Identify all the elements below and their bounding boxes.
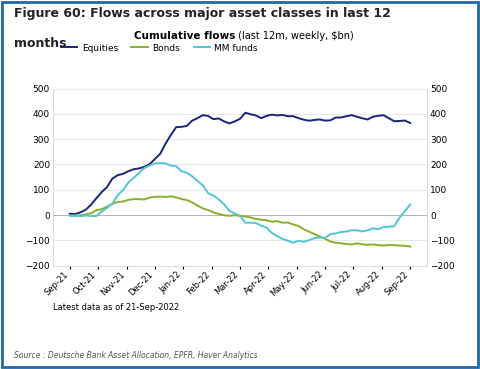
Text: Source : Deutsche Bank Asset Allocation, EPFR, Haver Analytics: Source : Deutsche Bank Asset Allocation,… [14, 351, 258, 360]
Text: months: months [14, 37, 67, 50]
Text: (last 12m, weekly, $bn): (last 12m, weekly, $bn) [235, 31, 354, 41]
Text: Cumulative flows: Cumulative flows [134, 31, 235, 41]
Legend: Equities, Bonds, MM funds: Equities, Bonds, MM funds [57, 40, 262, 56]
Text: Figure 60: Flows across major asset classes in last 12: Figure 60: Flows across major asset clas… [14, 7, 391, 20]
Text: Latest data as of 21-Sep-2022: Latest data as of 21-Sep-2022 [53, 303, 179, 311]
